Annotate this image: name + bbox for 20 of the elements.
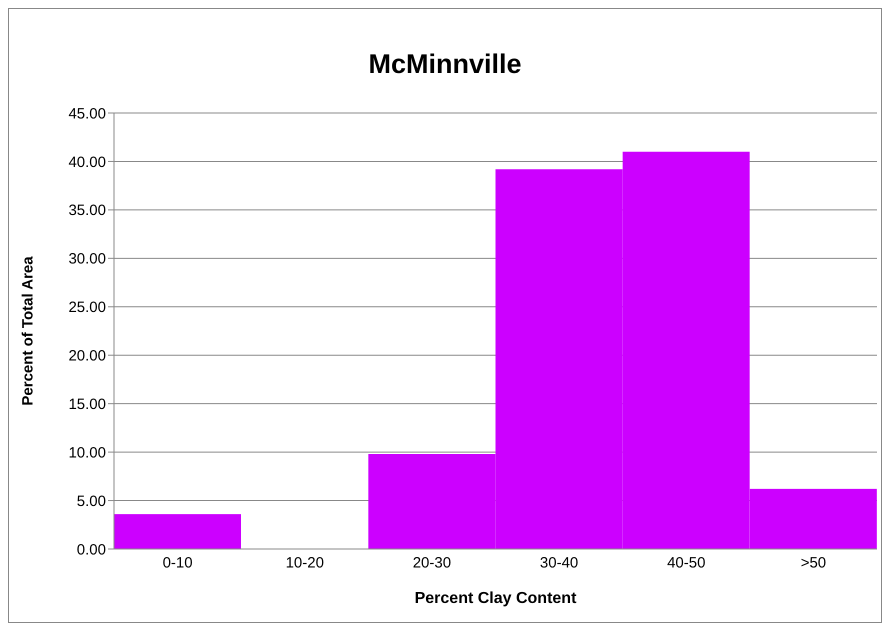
y-tick-label: 40.00 <box>68 154 106 171</box>
x-tick-label: 0-10 <box>162 554 193 572</box>
y-tick-label: 25.00 <box>68 299 106 316</box>
x-tick-label: 30-40 <box>540 554 578 572</box>
y-tick-label: 20.00 <box>68 348 106 365</box>
chart-title: McMinnville <box>367 49 523 80</box>
y-tick-label: 30.00 <box>68 250 106 268</box>
y-axis-title: Percent of Total Area <box>19 256 36 406</box>
x-tick-label: 20-30 <box>412 554 452 572</box>
y-tick-label: 45.00 <box>68 105 106 122</box>
y-tick-label: 5.00 <box>76 492 106 510</box>
bar <box>114 514 241 549</box>
y-tick-label: 0.00 <box>76 541 106 558</box>
x-tick-label: 10-20 <box>286 554 324 572</box>
y-tick-label: 15.00 <box>68 396 106 413</box>
y-tick-label: 35.00 <box>68 202 106 220</box>
x-tick-label: >50 <box>800 554 826 572</box>
x-tick-label: 40-50 <box>667 554 706 572</box>
x-axis-title: Percent Clay Content <box>414 590 578 607</box>
y-tick-label: 10.00 <box>68 444 106 462</box>
